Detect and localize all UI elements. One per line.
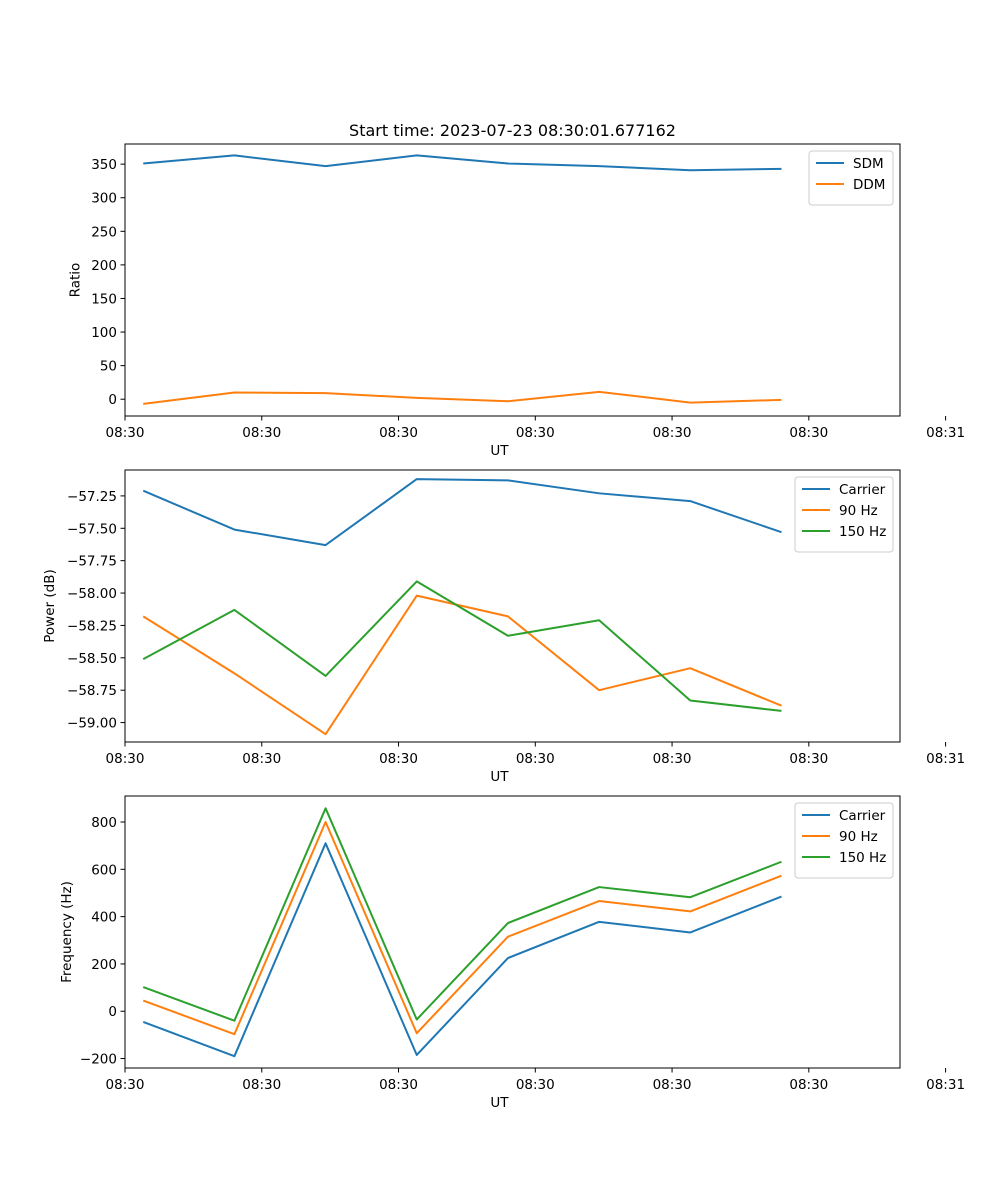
legend: Carrier 90 Hz 150 Hz [794,476,894,553]
legend-entry: 150 Hz [839,524,886,540]
x-tick-label: 08:30 [106,751,145,767]
x-tick-label: 08:30 [516,751,555,767]
legend-entry: 90 Hz [839,503,878,519]
legend-box [808,150,894,206]
y-tick-label: 0 [108,392,117,408]
series-line-carrier [142,478,782,547]
series-line-150-hz [142,580,782,712]
series-line-90-hz [142,594,782,736]
y-tick-label: 400 [91,910,117,926]
x-tick-label: 08:30 [789,1077,828,1093]
y-tick-label: −58.25 [67,618,117,634]
y-tick-label: 200 [91,957,117,973]
series-line-90-hz [142,821,782,1036]
legend-entry: Carrier [839,808,886,824]
x-tick-label: 08:30 [106,425,145,441]
y-axis-label: Ratio [68,263,84,298]
legend-box [794,802,894,879]
y-tick-label: −58.00 [67,586,117,602]
x-tick-label: 08:30 [789,751,828,767]
y-tick-label: 0 [108,1004,117,1020]
y-tick-label: −57.75 [67,554,117,570]
y-axis-label: Frequency (Hz) [59,881,75,983]
y-tick-label: −57.50 [67,521,117,537]
legend-entry: Carrier [839,482,886,498]
y-tick-label: −58.50 [67,651,117,667]
y-tick-label: 350 [91,157,117,173]
y-tick-label: 600 [91,862,117,878]
series-line-carrier [142,842,782,1058]
legend-entry: 90 Hz [839,829,878,845]
legend: SDM DDM [808,150,894,206]
y-tick-label: −57.25 [67,489,117,505]
chart-panel-frequency: 08:30 08:30 08:30 08:30 08:30 08:30 08:31 −200 0… [59,795,965,1111]
x-tick-label: 08:30 [653,425,692,441]
x-axis-label: UT [490,769,509,785]
legend: Carrier 90 Hz 150 Hz [794,802,894,879]
x-tick-label: 08:30 [242,751,281,767]
axes-frame [124,795,901,1069]
x-tick-label: 08:31 [926,751,965,767]
figure-title: Start time: 2023-07-23 08:30:01.677162 [349,121,676,140]
chart-panel-power: 08:30 08:30 08:30 08:30 08:30 08:30 08:31 −59.0… [42,469,965,785]
x-tick-label: 08:30 [242,1077,281,1093]
y-axis-label: Power (dB) [42,569,58,642]
legend-entry: DDM [853,177,885,193]
y-tick-label: 50 [100,359,117,375]
y-tick-label: 200 [91,258,117,274]
panels: 08:30 08:30 08:30 08:30 08:30 08:30 08:31 0 50 10… [42,143,965,1111]
y-tick-label: −58.75 [67,683,117,699]
y-tick-label: 100 [91,325,117,341]
y-tick-label: −200 [80,1052,117,1068]
x-tick-label: 08:30 [379,1077,418,1093]
x-axis-label: UT [490,1095,509,1111]
y-tick-label: 150 [91,291,117,307]
y-tick-label: 300 [91,191,117,207]
y-tick-label: −59.00 [67,716,117,732]
legend-box [794,476,894,553]
x-tick-label: 08:30 [106,1077,145,1093]
y-tick-label: 800 [91,815,117,831]
series-line-sdm [143,154,782,172]
series-line-ddm [143,390,782,405]
x-tick-label: 08:30 [653,1077,692,1093]
x-axis-label: UT [490,443,509,459]
legend-entry: SDM [853,156,884,172]
legend-entry: 150 Hz [839,850,886,866]
chart-panel-ratio: 08:30 08:30 08:30 08:30 08:30 08:30 08:31 0 50 10… [68,143,965,459]
x-tick-label: 08:30 [516,1077,555,1093]
axes-frame [124,143,901,417]
x-tick-label: 08:31 [926,425,965,441]
series-line-150-hz [142,807,782,1022]
x-tick-label: 08:31 [926,1077,965,1093]
x-tick-label: 08:30 [379,425,418,441]
x-tick-label: 08:30 [653,751,692,767]
axes-frame [124,469,901,743]
x-tick-label: 08:30 [242,425,281,441]
y-tick-label: 250 [91,224,117,240]
x-tick-label: 08:30 [789,425,828,441]
x-tick-label: 08:30 [516,425,555,441]
x-tick-label: 08:30 [379,751,418,767]
